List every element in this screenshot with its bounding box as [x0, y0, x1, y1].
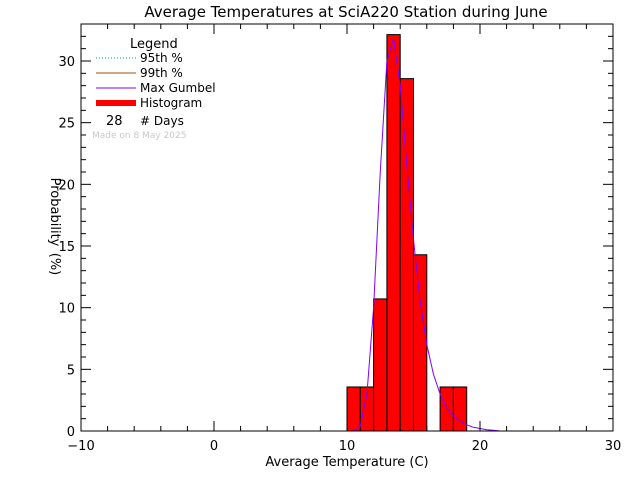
days-count: 28 — [106, 114, 123, 129]
x-tick-label: 10 — [339, 439, 356, 454]
histogram-bar-7 — [452, 386, 468, 432]
y-tick-label: 10 — [58, 302, 75, 317]
x-axis-label: Average Temperature (C) — [265, 455, 428, 470]
histogram-bar-2 — [373, 298, 388, 432]
y-tick-label: 30 — [58, 55, 75, 70]
y-tick-label: 0 — [67, 425, 75, 440]
y-tick-label: 20 — [58, 178, 75, 193]
histogram-bar-3 — [386, 34, 401, 432]
x-tick-label: −10 — [67, 439, 94, 454]
legend-label-3: Histogram — [140, 96, 202, 110]
y-tick-label: 15 — [58, 240, 75, 255]
made-on-annotation: Made on 8 May 2025 — [92, 131, 186, 141]
legend-label-0: 95th % — [140, 51, 183, 65]
histogram-bar-4 — [399, 78, 415, 432]
x-tick-label: 30 — [605, 439, 622, 454]
y-tick-label: 5 — [67, 363, 75, 378]
y-axis-unit: (%) — [47, 253, 62, 276]
legend-title: Legend — [130, 37, 178, 52]
legend-label-1: 99th % — [140, 66, 183, 80]
histogram-bar-6 — [439, 386, 454, 432]
x-tick-label: 0 — [210, 439, 218, 454]
histogram-bar-0 — [346, 386, 361, 432]
days-label: # Days — [140, 114, 184, 128]
gumbel-curve — [353, 38, 501, 432]
chart-title: Average Temperatures at SciA220 Station … — [144, 3, 547, 21]
histogram-bar-5 — [413, 254, 428, 432]
y-axis-label: Probability — [47, 178, 62, 247]
x-tick-label: 20 — [472, 439, 489, 454]
legend-label-2: Max Gumbel — [140, 81, 216, 95]
y-tick-label: 25 — [58, 117, 75, 132]
